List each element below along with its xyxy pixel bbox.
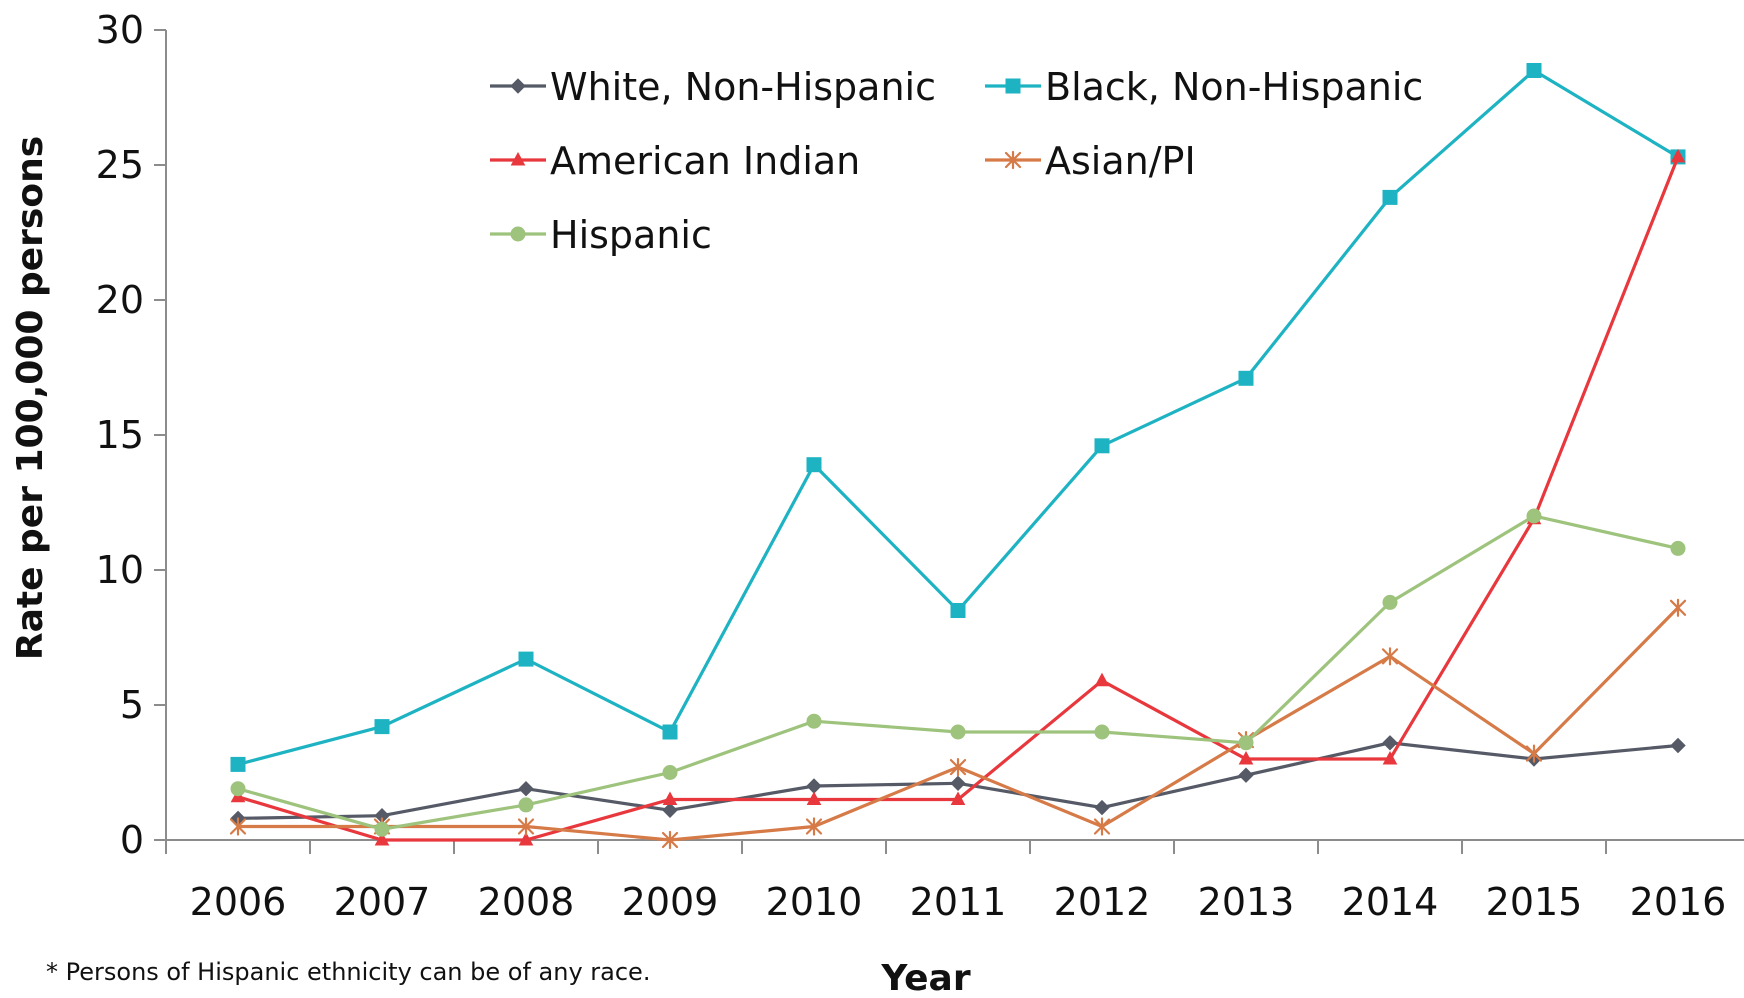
data-point bbox=[518, 651, 534, 667]
data-point bbox=[1094, 799, 1110, 816]
data-point bbox=[1238, 750, 1254, 765]
data-point bbox=[1382, 735, 1398, 751]
data-point bbox=[1670, 737, 1686, 754]
legend-label: Hispanic bbox=[550, 213, 712, 257]
y-tick-label: 15 bbox=[96, 413, 144, 457]
series-line bbox=[236, 68, 1680, 767]
data-point bbox=[1093, 817, 1111, 836]
data-point bbox=[518, 797, 534, 813]
data-point bbox=[1525, 744, 1543, 763]
ticks-layer: 0 5 10 15 20 25 30 2006 2007 2008 2009 2010 2011 2012… bbox=[96, 8, 1727, 924]
legend: White, Non-Hispanic Black, Non-Hispanic Am… bbox=[490, 65, 1423, 257]
legend-marker bbox=[510, 78, 526, 94]
data-point bbox=[229, 817, 247, 836]
legend-marker bbox=[510, 151, 526, 166]
x-tick-label: 2014 bbox=[1342, 880, 1439, 924]
data-point bbox=[1382, 594, 1398, 610]
legend-label: Asian/PI bbox=[1045, 139, 1196, 183]
data-point bbox=[230, 781, 246, 797]
footnote: * Persons of Hispanic ethnicity can be o… bbox=[46, 958, 650, 986]
x-tick-label: 2008 bbox=[478, 880, 575, 924]
data-point bbox=[661, 830, 679, 850]
x-tick-label: 2013 bbox=[1198, 880, 1295, 924]
data-point bbox=[1381, 647, 1399, 666]
legend-label: Black, Non-Hispanic bbox=[1045, 65, 1423, 109]
data-point bbox=[806, 457, 822, 473]
data-point bbox=[662, 765, 678, 780]
series-2 bbox=[230, 148, 1686, 846]
x-tick-label: 2012 bbox=[1054, 880, 1151, 924]
data-point bbox=[1382, 750, 1398, 765]
y-axis-title: Rate per 100,000 persons bbox=[10, 136, 51, 660]
series-3 bbox=[229, 598, 1687, 850]
series-layer bbox=[229, 63, 1687, 850]
data-point bbox=[518, 831, 534, 846]
data-point bbox=[806, 791, 822, 805]
data-point bbox=[1670, 148, 1686, 163]
data-point bbox=[950, 775, 966, 792]
legend-item: Black, Non-Hispanic bbox=[985, 65, 1423, 109]
x-tick-label: 2015 bbox=[1486, 880, 1583, 924]
data-point bbox=[662, 802, 678, 819]
data-point bbox=[662, 724, 678, 740]
x-axis-title: Year bbox=[880, 958, 970, 998]
series-1 bbox=[230, 63, 1686, 772]
data-point bbox=[806, 713, 822, 729]
legend-item: Hispanic bbox=[490, 213, 712, 257]
y-tick-label: 25 bbox=[96, 143, 144, 187]
data-point bbox=[1382, 189, 1398, 205]
data-point bbox=[374, 719, 390, 735]
data-point bbox=[1526, 63, 1542, 78]
data-point bbox=[1094, 724, 1110, 740]
x-tick-label: 2006 bbox=[190, 880, 287, 924]
data-point bbox=[374, 831, 390, 846]
data-point bbox=[805, 817, 823, 836]
legend-marker bbox=[510, 226, 526, 242]
x-tick-label: 2016 bbox=[1630, 880, 1727, 924]
data-point bbox=[374, 821, 390, 837]
series-4 bbox=[230, 508, 1686, 837]
data-point bbox=[1238, 767, 1254, 783]
series-0 bbox=[230, 735, 1686, 827]
data-point bbox=[1094, 672, 1110, 687]
data-point bbox=[950, 603, 966, 618]
data-point bbox=[517, 817, 535, 836]
y-tick-label: 30 bbox=[96, 8, 144, 52]
series-line bbox=[236, 606, 1680, 842]
x-tick-label: 2007 bbox=[334, 880, 431, 924]
legend-label: American Indian bbox=[550, 139, 860, 183]
y-tick-label: 5 bbox=[120, 683, 144, 727]
data-point bbox=[950, 791, 966, 805]
legend-item: Asian/PI bbox=[985, 139, 1196, 183]
data-point bbox=[1238, 735, 1254, 751]
data-point bbox=[518, 780, 534, 797]
data-point bbox=[806, 778, 822, 794]
y-tick-label: 10 bbox=[96, 548, 144, 592]
legend-label: White, Non-Hispanic bbox=[550, 65, 936, 109]
data-point bbox=[950, 724, 966, 740]
legend-marker bbox=[1004, 150, 1022, 170]
data-point bbox=[662, 791, 678, 805]
data-point bbox=[949, 758, 967, 777]
legend-item: American Indian bbox=[490, 139, 860, 183]
data-point bbox=[1238, 370, 1254, 386]
data-point bbox=[1669, 598, 1687, 617]
y-tick-label: 0 bbox=[120, 818, 144, 862]
x-tick-label: 2009 bbox=[622, 880, 719, 924]
data-point bbox=[230, 756, 246, 772]
x-tick-label: 2011 bbox=[910, 880, 1007, 924]
data-point bbox=[1670, 540, 1686, 556]
y-tick-label: 20 bbox=[96, 278, 144, 322]
data-point bbox=[1526, 508, 1542, 524]
legend-item: White, Non-Hispanic bbox=[490, 65, 936, 109]
legend-marker bbox=[1005, 78, 1021, 94]
data-point bbox=[1094, 438, 1110, 454]
x-tick-label: 2010 bbox=[766, 880, 863, 924]
